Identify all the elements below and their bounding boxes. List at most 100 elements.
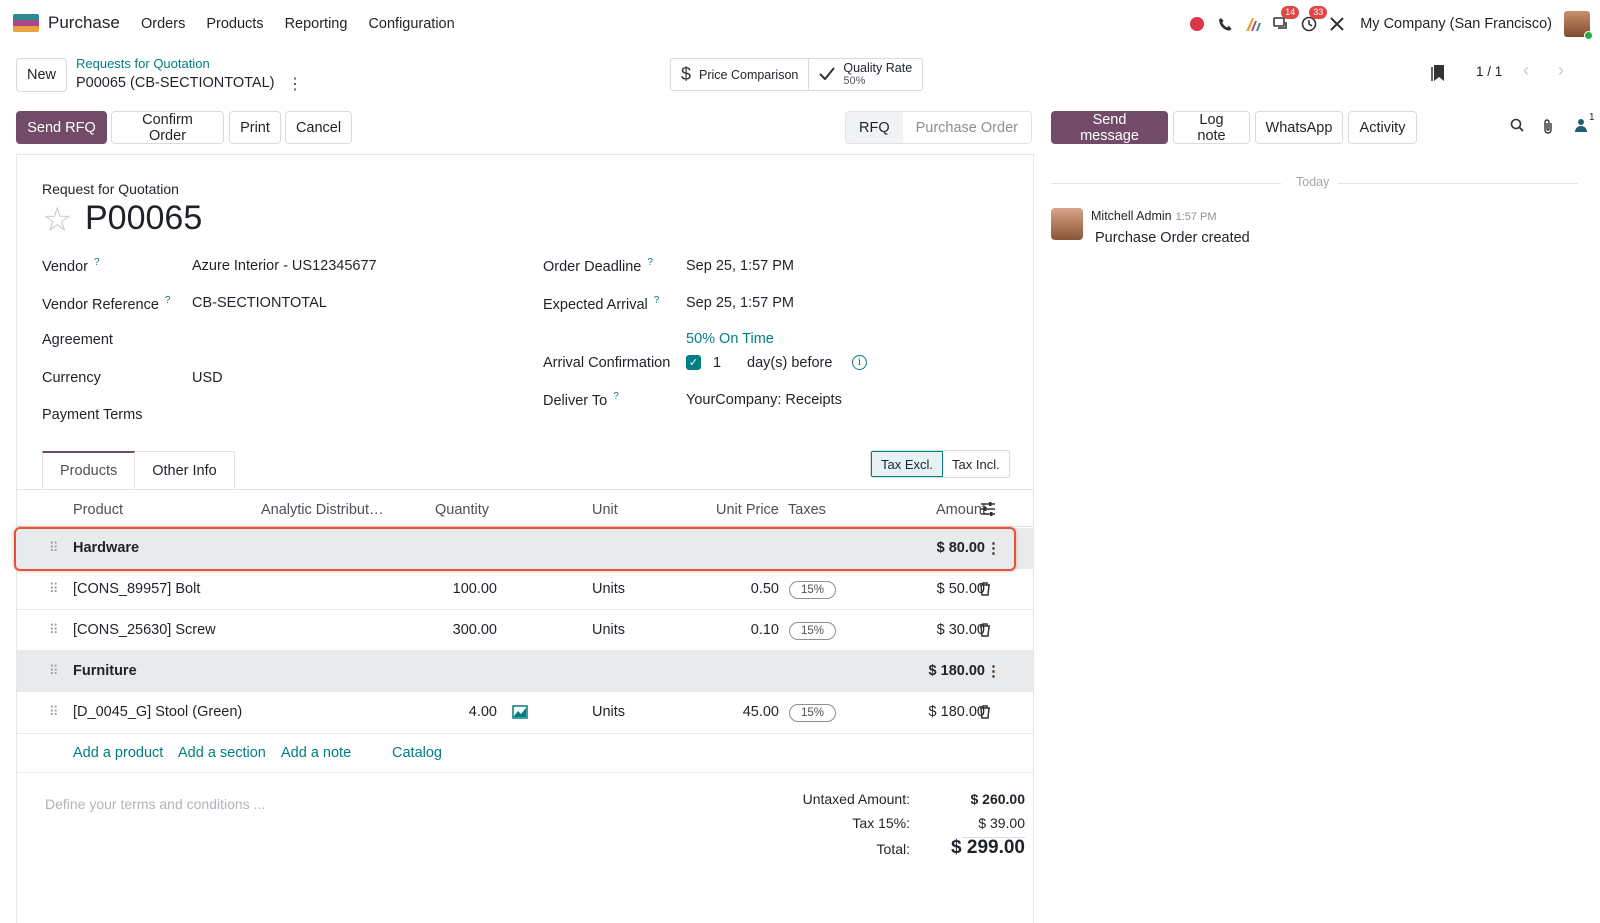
help-icon[interactable]: ? xyxy=(93,257,100,268)
menu-orders[interactable]: Orders xyxy=(141,16,186,32)
tax-incl-button[interactable]: Tax Incl. xyxy=(952,456,1000,472)
optional-columns-icon[interactable] xyxy=(980,502,996,516)
help-icon[interactable]: ? xyxy=(647,257,653,268)
tax-badge[interactable]: 15% xyxy=(789,622,837,640)
section-row-furniture[interactable]: ⠿ Furniture $ 180.00 ⋮ xyxy=(17,651,1033,692)
table-row[interactable]: ⠿ [CONS_25630] Screw 300.00 Units 0.10 1… xyxy=(17,610,1033,651)
search-icon[interactable] xyxy=(1510,118,1526,134)
section-name[interactable]: Hardware xyxy=(73,540,140,556)
pager-value[interactable]: 1 / 1 xyxy=(1476,64,1503,79)
print-button[interactable]: Print xyxy=(229,111,281,144)
section-kebab-icon[interactable]: ⋮ xyxy=(986,663,1001,680)
catalog-link[interactable]: Catalog xyxy=(392,745,442,761)
unit-price-cell[interactable]: 45.00 xyxy=(742,704,779,720)
product-cell[interactable]: [D_0045_G] Stool (Green) xyxy=(73,704,243,720)
pager-next-icon[interactable]: › xyxy=(1558,60,1564,80)
new-button[interactable]: New xyxy=(16,58,67,92)
forecast-chart-icon[interactable] xyxy=(512,705,528,719)
menu-reporting[interactable]: Reporting xyxy=(284,16,348,32)
vendor-field[interactable]: Azure Interior - US12345677 xyxy=(192,258,377,274)
help-icon[interactable]: ? xyxy=(613,391,619,402)
col-analytic[interactable]: Analytic Distribut… xyxy=(261,502,384,518)
tools-icon[interactable] xyxy=(1328,15,1346,33)
unit-cell[interactable]: Units xyxy=(592,622,626,638)
arrival-confirmation-checkbox[interactable]: ✓ xyxy=(686,355,701,370)
drag-handle-icon[interactable]: ⠿ xyxy=(49,581,58,596)
tax-excl-button[interactable]: Tax Excl. xyxy=(871,451,944,477)
bookmark-icon[interactable] xyxy=(1431,64,1445,82)
table-row[interactable]: ⠿ [CONS_89957] Bolt 100.00 Units 0.50 15… xyxy=(17,569,1033,610)
user-avatar[interactable] xyxy=(1564,11,1593,40)
section-name[interactable]: Furniture xyxy=(73,663,137,679)
price-comparison-button[interactable]: $ Price Comparison xyxy=(671,59,808,90)
section-kebab-icon[interactable]: ⋮ xyxy=(986,540,1001,557)
col-taxes[interactable]: Taxes xyxy=(788,502,826,518)
order-deadline-field[interactable]: Sep 25, 1:57 PM xyxy=(686,258,795,274)
send-rfq-button[interactable]: Send RFQ xyxy=(16,111,107,144)
product-cell[interactable]: [CONS_89957] Bolt xyxy=(73,581,201,597)
paperclip-icon[interactable] xyxy=(1542,118,1558,134)
menu-products[interactable]: Products xyxy=(206,16,264,32)
col-quantity[interactable]: Quantity xyxy=(435,502,489,518)
table-row[interactable]: ⠿ [D_0045_G] Stool (Green) 4.00 Units 45… xyxy=(17,692,1033,734)
message-author-avatar[interactable] xyxy=(1051,208,1083,240)
add-section-link[interactable]: Add a section xyxy=(178,745,266,761)
record-actions-kebab-icon[interactable]: ⋮ xyxy=(287,76,303,93)
help-icon[interactable]: ? xyxy=(653,295,660,306)
ai-icon[interactable] xyxy=(1244,15,1262,33)
terms-conditions-input[interactable]: Define your terms and conditions ... xyxy=(45,796,266,812)
drag-handle-icon[interactable]: ⠿ xyxy=(49,663,58,678)
unit-price-cell[interactable]: 0.10 xyxy=(750,622,779,638)
followers-icon[interactable]: 1 xyxy=(1574,112,1596,134)
trash-icon[interactable] xyxy=(979,623,991,637)
drag-handle-icon[interactable]: ⠿ xyxy=(49,704,58,719)
cancel-button[interactable]: Cancel xyxy=(285,111,352,144)
add-note-link[interactable]: Add a note xyxy=(281,745,352,761)
trash-icon[interactable] xyxy=(979,705,991,719)
breadcrumb-rfq-list[interactable]: Requests for Quotation xyxy=(76,56,210,71)
purchase-app-icon[interactable] xyxy=(13,14,39,32)
unit-cell[interactable]: Units xyxy=(592,581,626,597)
add-product-link[interactable]: Add a product xyxy=(73,745,164,761)
trash-icon[interactable] xyxy=(979,582,991,596)
status-rfq[interactable]: RFQ xyxy=(846,112,903,143)
send-message-button[interactable]: Send message xyxy=(1051,111,1168,144)
tab-other-info[interactable]: Other Info xyxy=(135,451,235,489)
drag-handle-icon[interactable]: ⠿ xyxy=(49,540,58,555)
info-icon[interactable]: i xyxy=(852,355,867,370)
activity-button[interactable]: Activity xyxy=(1348,111,1417,144)
phone-icon[interactable] xyxy=(1216,15,1234,33)
arrival-days-field[interactable]: 1 xyxy=(713,355,722,371)
pager-previous-icon[interactable]: ‹ xyxy=(1523,60,1529,80)
unit-cell[interactable]: Units xyxy=(592,704,626,720)
tax-badge[interactable]: 15% xyxy=(789,704,837,722)
confirm-order-button[interactable]: Confirm Order xyxy=(111,111,224,144)
payment-terms-field[interactable] xyxy=(192,407,472,425)
status-purchase-order[interactable]: Purchase Order xyxy=(915,119,1018,136)
tax-badge[interactable]: 15% xyxy=(789,581,837,599)
company-switcher[interactable]: My Company (San Francisco) xyxy=(1360,16,1552,32)
col-unit[interactable]: Unit xyxy=(592,502,618,518)
log-note-button[interactable]: Log note xyxy=(1173,111,1250,144)
deliver-to-field[interactable]: YourCompany: Receipts xyxy=(686,392,842,408)
star-icon[interactable]: ☆ xyxy=(42,201,73,239)
expected-arrival-field[interactable]: Sep 25, 1:57 PM xyxy=(686,295,795,311)
drag-handle-icon[interactable]: ⠿ xyxy=(49,622,58,637)
quantity-cell[interactable]: 300.00 xyxy=(452,622,497,638)
vendor-reference-field[interactable]: CB-SECTIONTOTAL xyxy=(192,295,327,311)
help-icon[interactable]: ? xyxy=(164,295,171,306)
agreement-field[interactable] xyxy=(192,332,472,350)
menu-configuration[interactable]: Configuration xyxy=(368,16,455,32)
tab-products[interactable]: Products xyxy=(42,451,136,489)
quantity-cell[interactable]: 100.00 xyxy=(452,581,497,597)
activities-icon[interactable]: 33 xyxy=(1300,6,1328,33)
messages-icon[interactable]: 14 xyxy=(1272,6,1300,33)
unit-price-cell[interactable]: 0.50 xyxy=(750,581,779,597)
currency-field[interactable]: USD xyxy=(192,370,223,386)
whatsapp-button[interactable]: WhatsApp xyxy=(1255,111,1343,144)
quality-rate-button[interactable]: Quality Rate 50% xyxy=(808,59,922,90)
col-unit-price[interactable]: Unit Price xyxy=(716,502,779,518)
section-row-hardware[interactable]: ⠿ Hardware $ 80.00 ⋮ xyxy=(17,528,1033,569)
app-name[interactable]: Purchase xyxy=(48,13,120,32)
col-amount[interactable]: Amount xyxy=(936,502,986,518)
